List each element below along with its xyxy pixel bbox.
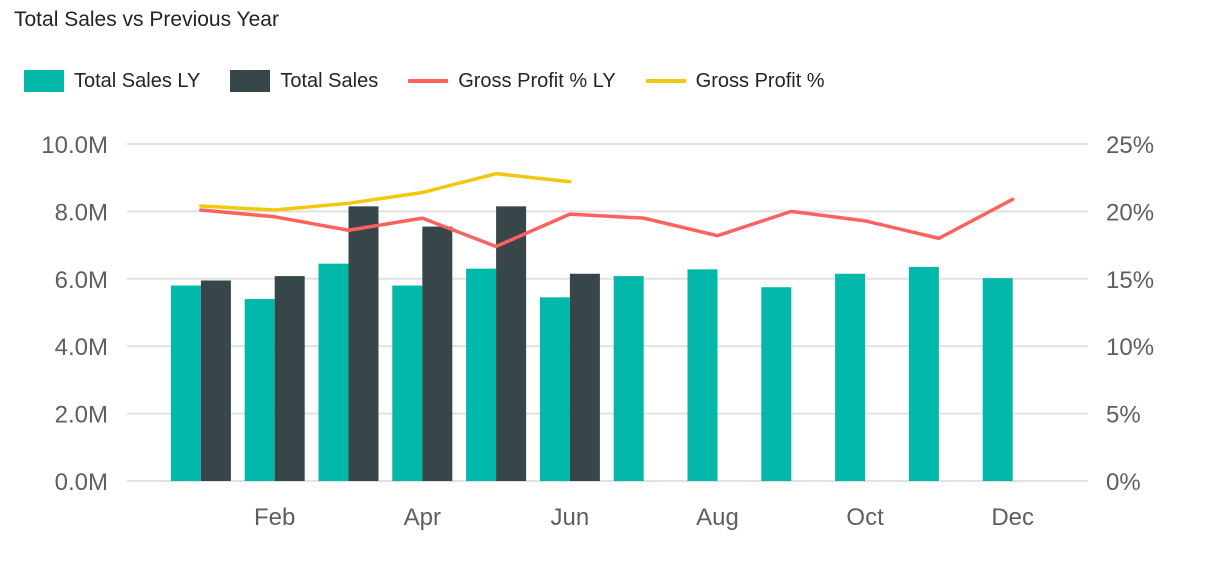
bar-total-sales: [348, 206, 379, 481]
y-left-tick-label: 2.0M: [55, 402, 108, 429]
x-tick-label: Dec: [991, 504, 1034, 531]
bar-total-sales-ly: [908, 267, 939, 481]
line-gross-profit: [199, 171, 572, 212]
y-left-tick-label: 4.0M: [55, 334, 108, 361]
bar-total-sales-ly: [539, 297, 570, 481]
y-right-tick-label: 25%: [1106, 132, 1154, 159]
x-tick-label: Oct: [846, 504, 884, 531]
line-gross-profit-ly: [199, 197, 1015, 249]
legend-item-total-sales[interactable]: Total Sales: [230, 70, 378, 93]
x-tick-label: Aug: [696, 504, 739, 531]
bar-total-sales: [422, 226, 453, 481]
bar-total-sales: [496, 206, 527, 481]
legend-item-gross-profit[interactable]: Gross Profit %: [645, 69, 825, 93]
bar-total-sales-ly: [318, 263, 349, 481]
legend-item-gross-profit-ly[interactable]: Gross Profit % LY: [408, 69, 616, 93]
y-left-tick-label: 8.0M: [55, 199, 108, 226]
chart-legend: Total Sales LY Total Sales Gross Profit …: [24, 66, 855, 96]
legend-label-gross-profit: Gross Profit %: [695, 69, 825, 92]
y-left-tick-label: 6.0M: [55, 267, 108, 294]
y-right-tick-label: 5%: [1106, 402, 1141, 429]
bar-total-sales: [274, 276, 305, 481]
y-right-tick-label: 15%: [1106, 267, 1154, 294]
bar-total-sales-ly: [687, 269, 718, 481]
legend-swatch-total-sales-ly: [24, 70, 64, 92]
legend-swatch-gross-profit: [645, 79, 686, 83]
y-right-tick-label: 0%: [1106, 469, 1141, 496]
y-left-tick-label: 0.0M: [55, 469, 108, 496]
legend-swatch-total-sales: [230, 70, 271, 92]
x-tick-label: Feb: [254, 504, 295, 531]
bar-total-sales-ly: [170, 285, 201, 481]
bar-total-sales-ly: [835, 273, 866, 481]
bar-total-sales-ly: [244, 299, 275, 481]
bar-total-sales-ly: [761, 287, 792, 481]
bar-total-sales: [569, 273, 600, 481]
chart-title: Total Sales vs Previous Year: [14, 8, 279, 31]
bar-total-sales-ly: [466, 268, 497, 481]
bar-total-sales-ly: [392, 285, 423, 481]
bar-total-sales-ly: [982, 278, 1013, 481]
x-tick-label: Apr: [404, 504, 441, 531]
y-right-tick-label: 20%: [1106, 199, 1154, 226]
legend-label-total-sales-ly: Total Sales LY: [74, 69, 201, 92]
bar-total-sales-ly: [613, 276, 644, 481]
legend-swatch-gross-profit-ly: [408, 79, 449, 83]
legend-label-total-sales: Total Sales: [280, 69, 379, 92]
legend-label-gross-profit-ly: Gross Profit % LY: [458, 69, 616, 92]
y-right-tick-label: 10%: [1106, 334, 1154, 361]
x-tick-label: Jun: [551, 504, 590, 531]
y-left-tick-label: 10.0M: [41, 132, 108, 159]
bar-total-sales: [200, 280, 231, 481]
legend-item-total-sales-ly[interactable]: Total Sales LY: [24, 70, 200, 93]
